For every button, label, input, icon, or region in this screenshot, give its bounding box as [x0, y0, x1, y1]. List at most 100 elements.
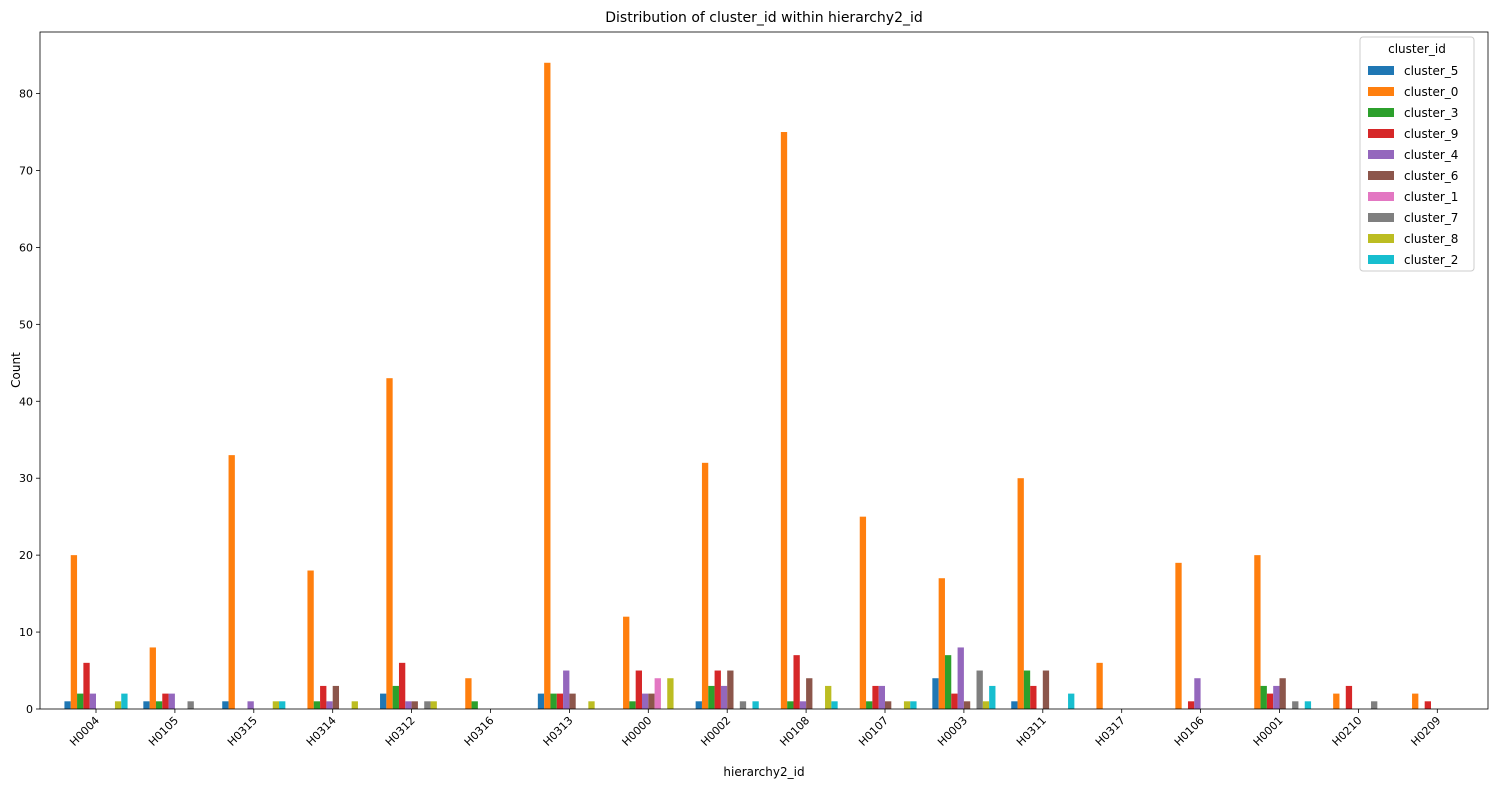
bar-cluster_5-H0313	[537, 693, 545, 709]
bar-cluster_6-H0311	[1042, 670, 1050, 709]
bar-cluster_4-H0002	[720, 685, 728, 709]
bar-cluster_5-H0312	[380, 693, 387, 709]
bar-cluster_9-H0311	[1030, 685, 1037, 709]
bar-cluster_5-H0105	[143, 701, 150, 709]
bar-cluster_9-H0105	[162, 693, 169, 709]
bar-cluster_3-H0314	[313, 701, 321, 709]
bar-cluster_3-H0108	[787, 701, 794, 709]
bar-cluster_3-H0107	[866, 701, 873, 709]
bar-cluster_0-H0312	[386, 378, 393, 709]
x-tick-label: H0312	[383, 714, 418, 749]
bar-cluster_9-H0002	[714, 670, 721, 709]
bar-cluster_9-H0314	[320, 685, 327, 709]
legend-swatch-cluster_9	[1368, 129, 1394, 138]
bar-cluster_2-H0002	[752, 701, 759, 709]
legend-label-cluster_7: cluster_7	[1404, 211, 1458, 225]
bar-cluster_4-H0312	[405, 701, 412, 709]
legend-label-cluster_0: cluster_0	[1404, 85, 1458, 99]
bar-cluster_9-H0313	[556, 693, 564, 709]
bar-cluster_4-H0107	[878, 685, 885, 709]
x-tick-label: H0210	[1330, 714, 1365, 749]
legend-label-cluster_3: cluster_3	[1404, 106, 1458, 120]
bar-cluster_8-H0314	[351, 701, 358, 709]
bar-cluster_4-H0315	[247, 701, 254, 709]
legend-label-cluster_9: cluster_9	[1404, 127, 1458, 141]
x-tick-label: H0209	[1409, 714, 1444, 749]
legend-label-cluster_2: cluster_2	[1404, 253, 1458, 267]
bar-cluster_6-H0314	[332, 685, 340, 709]
bar-cluster_4-H0004	[89, 693, 96, 709]
bar-cluster_9-H0210	[1345, 685, 1353, 709]
legend-label-cluster_8: cluster_8	[1404, 232, 1458, 246]
bar-cluster_2-H0315	[279, 701, 286, 709]
y-tick-label: 10	[19, 626, 33, 639]
bar-cluster_4-H0106	[1194, 678, 1201, 709]
legend-label-cluster_5: cluster_5	[1404, 64, 1458, 78]
bar-cluster_0-H0314	[307, 570, 314, 709]
bar-cluster_9-H0312	[398, 662, 406, 709]
bar-cluster_3-H0001	[1260, 685, 1267, 709]
bar-cluster_0-H0106	[1175, 562, 1182, 709]
x-tick-label: H0315	[225, 714, 260, 749]
bar-cluster_0-H0313	[544, 62, 551, 709]
x-axis: H0004 H0105 H0315 H0314 H0312 H0316 H0313 H0000…	[67, 709, 1443, 749]
bar-cluster_0-H0105	[149, 647, 156, 709]
bar-cluster_8-H0315	[272, 701, 280, 709]
bar-cluster_7-H0312	[424, 701, 431, 709]
bar-cluster_8-H0107	[903, 701, 911, 709]
bar-cluster_9-H0106	[1187, 701, 1195, 709]
bar-cluster_0-H0004	[70, 555, 78, 709]
bar-cluster_6-H0003	[963, 701, 971, 709]
y-tick-label: 50	[19, 318, 33, 331]
plot-frame	[39, 31, 1489, 710]
bar-cluster_9-H0000	[635, 670, 642, 709]
legend-swatch-cluster_2	[1368, 255, 1394, 264]
bar-cluster_6-H0312	[411, 701, 418, 709]
bar-cluster_5-H0004	[64, 701, 71, 709]
bar-cluster_8-H0312	[430, 701, 437, 709]
y-tick-label: 0	[26, 703, 33, 716]
x-tick-label: H0106	[1172, 714, 1207, 749]
bar-cluster_8-H0003	[982, 701, 990, 709]
y-tick-label: 60	[19, 241, 33, 254]
x-tick-label: H0314	[304, 714, 339, 749]
bar-cluster_3-H0316	[471, 701, 478, 709]
bar-cluster_7-H0105	[187, 701, 194, 709]
bar-cluster_0-H0002	[701, 462, 709, 709]
legend-swatch-cluster_4	[1368, 150, 1394, 159]
x-tick-label: H0105	[146, 714, 181, 749]
legend: cluster_id cluster_5 cluster_0 cluster_3clu…	[1359, 36, 1475, 272]
bar-cluster_4-H0000	[641, 693, 649, 709]
bar-cluster_0-H0107	[859, 516, 867, 709]
bar-cluster_3-H0002	[708, 685, 715, 709]
bar-cluster_0-H0311	[1017, 478, 1024, 709]
bar-cluster_6-H0108	[806, 678, 813, 709]
bar-cluster_9-H0004	[83, 662, 90, 709]
bar-cluster_5-H0315	[222, 701, 229, 709]
bar-cluster_7-H0001	[1292, 701, 1299, 709]
y-tick-label: 20	[19, 549, 33, 562]
legend-swatch-cluster_7	[1368, 213, 1394, 222]
bar-cluster_0-H0003	[938, 578, 945, 709]
legend-swatch-cluster_6	[1368, 171, 1394, 180]
legend-title: cluster_id	[1388, 42, 1446, 56]
y-tick-label: 80	[19, 88, 33, 101]
y-tick-label: 70	[19, 164, 33, 177]
bar-cluster_3-H0004	[77, 693, 84, 709]
bar-cluster_9-H0209	[1424, 701, 1431, 709]
bar-cluster_0-H0315	[228, 455, 235, 710]
bar-cluster_0-H0108	[780, 132, 788, 709]
bar-cluster_3-H0311	[1023, 670, 1031, 709]
bar-cluster_3-H0312	[392, 685, 399, 709]
bar-cluster_4-H0001	[1273, 685, 1280, 709]
bar-cluster_0-H0317	[1096, 662, 1103, 709]
bar-cluster_2-H0108	[831, 701, 838, 709]
legend-swatch-cluster_1	[1368, 192, 1394, 201]
bar-cluster_2-H0107	[910, 701, 917, 709]
legend-swatch-cluster_0	[1368, 87, 1394, 96]
bar-cluster_2-H0311	[1068, 693, 1075, 709]
bar-cluster_6-H0001	[1279, 678, 1286, 709]
bar-cluster_6-H0313	[569, 693, 576, 709]
bar-cluster_6-H0002	[727, 670, 734, 709]
